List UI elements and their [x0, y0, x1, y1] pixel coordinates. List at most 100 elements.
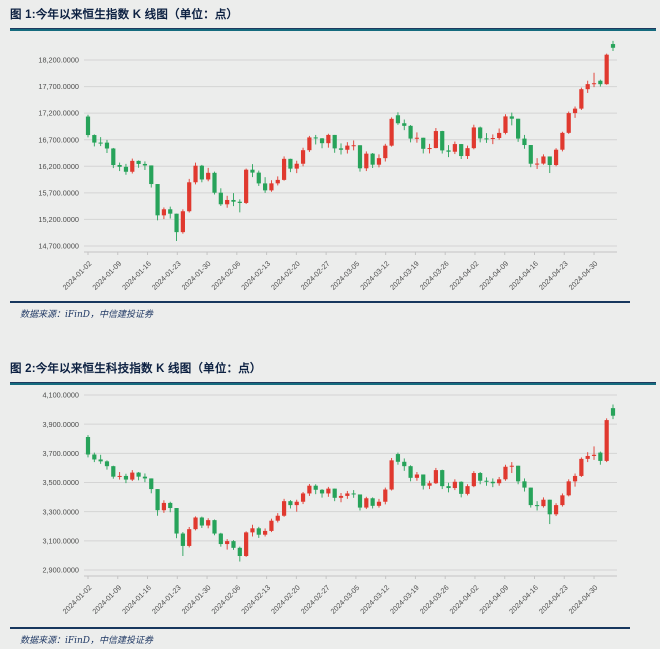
candle-down — [168, 209, 173, 214]
candle-up — [497, 479, 502, 484]
candle-down — [237, 201, 242, 203]
candle-up — [579, 458, 584, 476]
candle-up — [225, 199, 230, 205]
candle-down — [123, 166, 129, 172]
candle-down — [168, 502, 173, 509]
x-tick-label: 2024-01-30 — [180, 259, 213, 292]
candle-down — [522, 138, 527, 146]
candle-up — [281, 158, 287, 180]
candle-up — [161, 502, 167, 511]
candle-up — [389, 118, 394, 146]
candle-up — [130, 160, 135, 172]
candle-up — [187, 182, 192, 212]
candle-down — [332, 488, 337, 498]
candle-up — [389, 460, 394, 490]
y-tick-label: 3,700.0000 — [42, 449, 79, 458]
candle-down — [231, 199, 236, 202]
x-tick-label: 2024-03-12 — [358, 259, 391, 292]
candle-down — [478, 473, 483, 481]
candle-up — [383, 489, 388, 502]
x-tick-label: 2024-01-23 — [150, 259, 183, 292]
figure2-source-rule — [10, 627, 630, 629]
candle-down — [610, 44, 616, 48]
y-tick-label: 17,200.0000 — [38, 109, 79, 118]
x-tick-label: 2024-02-27 — [299, 259, 332, 292]
y-tick-label: 3,900.0000 — [42, 420, 79, 429]
candle-down — [509, 116, 514, 119]
candle-down — [534, 505, 540, 507]
x-tick-label: 2024-03-26 — [418, 259, 451, 292]
candle-up — [376, 158, 382, 165]
candle-down — [136, 472, 141, 477]
candle-down — [123, 475, 129, 480]
figure-2: 图 2:今年以来恒生科技指数 K 线图（单位：点） 4,100.0000 3,90… — [0, 320, 660, 646]
y-tick-label: 4,100.0000 — [42, 391, 79, 400]
candle-down — [610, 408, 616, 416]
candle-up — [383, 145, 388, 159]
candle-up — [269, 183, 274, 191]
x-tick-label: 2024-03-05 — [329, 259, 362, 292]
candle-up — [345, 145, 350, 150]
candle-up — [250, 528, 255, 533]
candle-up — [244, 532, 249, 556]
candle-up — [326, 488, 331, 494]
candle-up — [364, 498, 369, 508]
x-tick-label: 2024-04-02 — [448, 259, 481, 292]
x-tick-label: 2024-02-20 — [269, 583, 302, 616]
candle-up — [414, 137, 420, 139]
candle-down — [598, 80, 603, 85]
candle-up — [572, 108, 578, 114]
candle-down — [598, 452, 603, 461]
x-tick-label: 2024-01-09 — [90, 583, 123, 616]
y-tick-label: 15,700.0000 — [38, 188, 79, 197]
candle-down — [199, 165, 204, 180]
candle-down — [408, 466, 413, 478]
candle-up — [364, 153, 369, 169]
candle-down — [256, 528, 261, 535]
x-tick-label: 2024-01-02 — [61, 583, 94, 616]
candle-down — [199, 517, 204, 526]
x-tick-label: 2024-04-09 — [477, 583, 510, 616]
candle-up — [180, 211, 185, 233]
candle-up — [490, 138, 495, 140]
candle-up — [503, 116, 508, 133]
candle-down — [256, 172, 261, 184]
candle-up — [604, 54, 609, 85]
candle-down — [370, 153, 375, 165]
candle-down — [395, 454, 401, 462]
candle-up — [566, 113, 571, 133]
x-tick-label: 2024-01-16 — [120, 583, 153, 616]
candle-up — [497, 132, 502, 139]
candle-up — [300, 150, 306, 164]
x-tick-label: 2024-04-16 — [507, 583, 540, 616]
candle-up — [263, 530, 268, 535]
y-tick-label: 14,700.0000 — [38, 242, 79, 251]
candle-down — [155, 489, 160, 511]
candle-up — [307, 137, 312, 151]
candle-up — [351, 145, 356, 147]
candle-down — [516, 118, 521, 139]
candle-down — [149, 165, 154, 185]
x-tick-label: 2024-01-09 — [90, 259, 123, 292]
x-tick-label: 2024-03-26 — [418, 583, 451, 616]
candle-up — [452, 144, 457, 152]
candle-up — [509, 465, 514, 467]
candle-up — [269, 520, 274, 531]
candle-up — [585, 455, 590, 459]
candle-down — [212, 172, 217, 193]
y-tick-label: 3,300.0000 — [42, 507, 79, 516]
figure1-source: 数据来源：iFinD，中信建投证券 — [20, 310, 154, 320]
candle-up — [307, 485, 312, 494]
x-tick-label: 2024-01-23 — [150, 583, 183, 616]
candle-up — [591, 454, 597, 456]
candle-up — [338, 495, 344, 498]
x-tick-label: 2024-04-30 — [567, 583, 600, 616]
candle-down — [478, 127, 483, 139]
candle-down — [516, 465, 521, 482]
hang-seng-index-kline-chart: 18,200.0000 17,700.0000 17,200.0000 16,700.… — [38, 40, 617, 292]
candle-down — [263, 183, 268, 191]
candle-down — [218, 533, 223, 545]
candle-down — [250, 169, 255, 173]
x-tick-label: 2024-04-30 — [567, 259, 600, 292]
candle-down — [440, 470, 445, 487]
